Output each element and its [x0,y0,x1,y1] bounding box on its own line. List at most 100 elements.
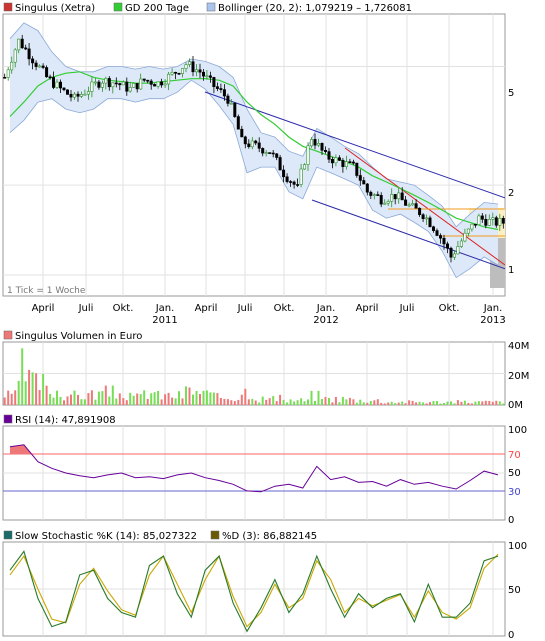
candle-body [390,194,394,202]
candle-body [344,161,348,167]
volume-bar [136,393,139,405]
legend-volume: Singulus Volumen in Euro [15,331,142,342]
volume-bar [108,396,111,405]
volume-bar [474,401,477,405]
volume-bar [240,394,243,405]
candle-body [285,176,289,182]
candle-body [100,82,104,88]
rsi-y-tick-0: 0 [508,515,514,526]
candle-body [153,84,157,87]
candle-body [358,175,362,181]
volume-bar [470,403,473,405]
volume-bar [401,401,404,405]
volume-bar [143,390,146,405]
candle-body [275,153,279,158]
trend-channel-upper [204,91,505,199]
volume-bar [181,398,184,405]
legend-bollinger: Bollinger (20, 2): 1,079219 – 1,726081 [218,3,412,14]
candle-body [236,116,240,130]
price-y-tick-2: 2 [508,188,514,199]
volume-bar [380,402,383,405]
price-grid [3,14,505,296]
candle-body [125,81,129,92]
rsi-overbought-fill [9,444,33,455]
candle-body [289,181,293,183]
candle-body [66,89,70,95]
legend-gd200: GD 200 Tage [125,3,189,14]
candle-body [309,139,313,147]
candle-body [114,82,118,85]
volume-bar [150,393,153,405]
candle-body [337,157,341,161]
volume-bar [300,398,303,405]
candle-body [407,204,411,207]
volume-bar [446,401,449,405]
candle-body [369,191,373,196]
gd200-path [9,71,499,231]
volume-bar [408,400,411,405]
candle-body [34,62,38,67]
candle-body [302,164,306,170]
candle-body [240,128,244,138]
stoch-y-tick-50: 50 [508,585,521,596]
volume-bar [258,402,261,405]
candle-body [139,78,143,90]
volume-bar [488,401,491,405]
candle-body [334,157,338,164]
candle-body [473,223,477,226]
candle-body [208,75,212,78]
candle-body [174,72,178,74]
volume-bar [491,401,494,405]
volume-bar [272,396,275,405]
x-label-jan-2012: Jan. [316,303,336,314]
tick-note: 1 Tick = 1 Woche [7,286,86,296]
volume-bar [390,401,393,405]
candle-body [31,58,35,64]
candle-body [247,143,251,147]
volume-bar [481,401,484,405]
candle-body [376,194,380,196]
volume-bar [289,399,292,405]
candle-body [191,61,195,73]
volume-bar [77,394,79,405]
candle-body [372,194,376,196]
volume-bar [436,401,438,405]
rsi-y-tick-100: 100 [508,425,527,436]
candle-body [202,71,206,77]
candle-body [195,69,199,73]
volume-bar [115,398,118,405]
volume-bar [502,403,505,405]
volume-bar [192,394,194,405]
volume-panel [2,341,506,406]
volume-bar [467,402,470,405]
volume-bar [212,392,215,405]
stoch-y-tick-0: 0 [508,630,514,641]
volume-bar [498,401,501,405]
candle-body [282,169,286,178]
candle-body [470,223,474,230]
candle-body [13,49,17,63]
volume-bar [94,399,97,405]
volume-bar [129,392,132,405]
volume-bar [310,390,313,405]
candle-body [69,94,73,98]
volume-bar [118,393,121,405]
volume-bar [425,403,428,405]
price-y-tick-1: 1 [508,265,514,276]
volume-bar [7,390,10,405]
volume-bar [443,403,445,405]
candle-body [418,207,422,215]
candle-body [90,81,94,92]
x-label-juli-2012: Juli [399,303,415,314]
candle-body [484,219,488,226]
volume-bar [188,387,191,405]
price-y-axis: 5 2 1 [508,88,514,276]
candle-body [3,77,7,79]
legend-stoch-k: Slow Stochastic %K (14): 85,027322 [15,531,197,542]
candle-body [233,102,237,117]
price-panel [2,13,506,297]
candle-body [404,199,408,206]
volume-bar [282,399,285,405]
candle-body [456,246,460,255]
volume-bar [66,396,69,405]
